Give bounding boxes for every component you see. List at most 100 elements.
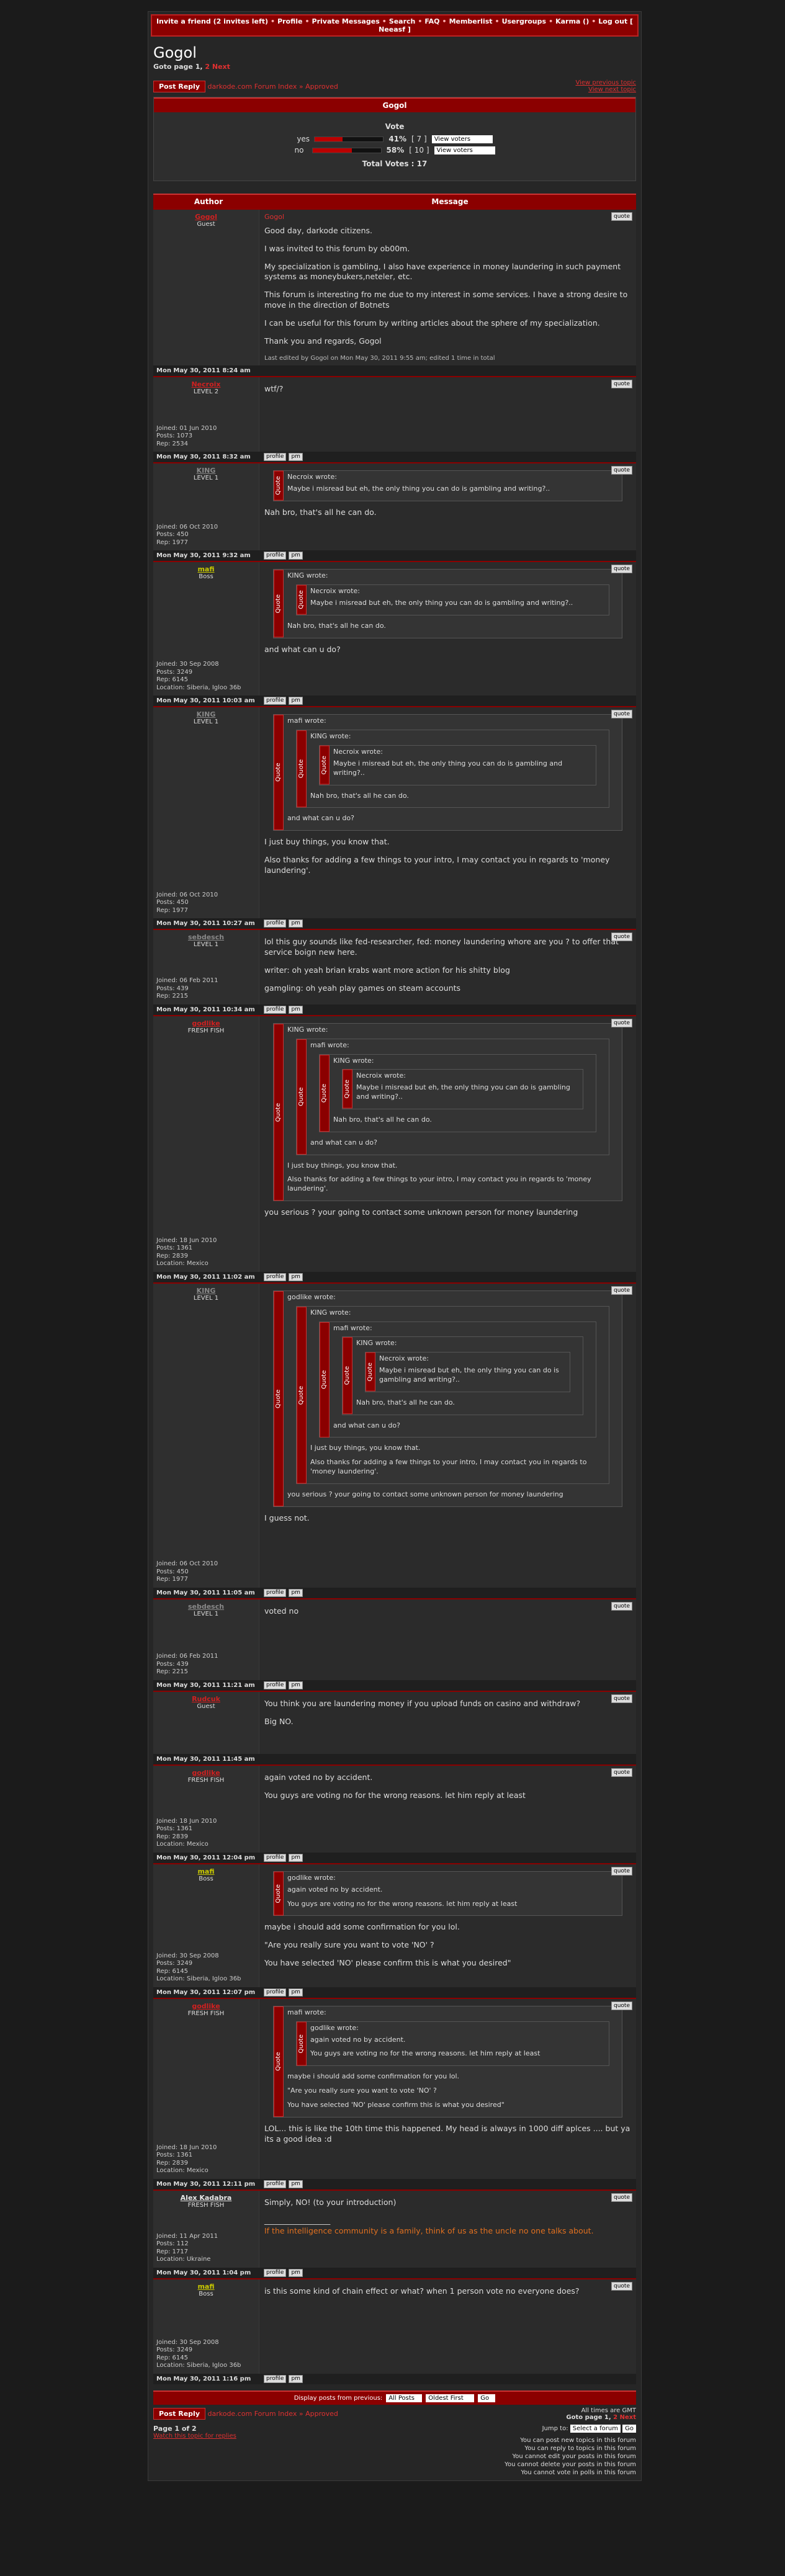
nav-link[interactable]: Karma () <box>555 17 590 25</box>
author-name[interactable]: mafi <box>197 2282 215 2291</box>
pm-button[interactable]: pm <box>289 1681 303 1689</box>
author-name[interactable]: Alex Kadabra <box>180 2193 232 2202</box>
quote-button[interactable]: quote <box>611 1768 632 1777</box>
quote-text: Maybe i misread but eh, the only thing y… <box>287 485 550 493</box>
nav-link[interactable]: Search <box>388 17 416 25</box>
profile-button[interactable]: profile <box>264 1005 287 1014</box>
goto-next[interactable]: Next <box>212 63 230 71</box>
order-select[interactable]: Oldest First <box>426 2394 475 2402</box>
post-text: Thank you and regards, Gogol <box>264 336 382 346</box>
profile-button[interactable]: profile <box>264 1681 287 1689</box>
forum-link[interactable]: Approved <box>305 2410 338 2418</box>
pm-button[interactable]: pm <box>289 1272 303 1281</box>
quote-author: godlike wrote: <box>287 1873 336 1882</box>
pm-button[interactable]: pm <box>289 1853 303 1862</box>
profile-button[interactable]: profile <box>264 1988 287 1997</box>
quote-button[interactable]: quote <box>611 1694 632 1703</box>
profile-button[interactable]: profile <box>264 1272 287 1281</box>
pm-button[interactable]: pm <box>289 2374 303 2383</box>
quote-button[interactable]: quote <box>611 466 632 475</box>
author-name[interactable]: sebdesch <box>187 933 225 942</box>
quote: Quote mafi wrote: Quote KING wrote: Quote Nec… <box>273 714 622 831</box>
post: mafi Boss Joined: 30 Sep 2008 Posts: 3249 Re… <box>153 2278 636 2384</box>
profile-button[interactable]: profile <box>264 453 287 462</box>
quote-button[interactable]: quote <box>611 1286 632 1295</box>
nav-link[interactable]: FAQ <box>424 17 440 25</box>
quote-button[interactable]: quote <box>611 710 632 719</box>
goto-page[interactable]: 2 <box>613 2413 618 2421</box>
author-name[interactable]: KING <box>196 467 216 475</box>
author-detail: Rep: 1977 <box>156 539 188 546</box>
post-reply-button[interactable]: Post Reply <box>153 2408 205 2420</box>
watch-link[interactable]: Watch this topic for replies <box>153 2432 236 2440</box>
forum-link[interactable]: Approved <box>305 82 338 91</box>
author-name[interactable]: Necroix <box>191 380 221 389</box>
go-button[interactable]: Go <box>478 2394 496 2402</box>
pm-button[interactable]: pm <box>289 453 303 462</box>
pm-button[interactable]: pm <box>289 697 303 705</box>
quote-button[interactable]: quote <box>611 565 632 574</box>
pm-button[interactable]: pm <box>289 1005 303 1014</box>
footer-left: Page 1 of 2 Watch this topic for replies <box>153 2425 236 2477</box>
view-voters[interactable]: View voters <box>431 135 493 143</box>
pm-button[interactable]: pm <box>289 1588 303 1597</box>
profile-button[interactable]: profile <box>264 552 287 560</box>
jump-go[interactable]: Go <box>622 2424 636 2433</box>
next-topic-link[interactable]: View next topic <box>588 86 636 93</box>
nav-link[interactable]: Log out [ Neeasf ] <box>379 17 634 34</box>
nav-link[interactable]: Memberlist <box>449 17 493 25</box>
quote-button[interactable]: quote <box>611 1601 632 1611</box>
nav-link[interactable]: Private Messages <box>312 17 380 25</box>
nav-link[interactable]: Usergroups <box>501 17 547 25</box>
quote-button[interactable]: quote <box>611 2281 632 2291</box>
pm-button[interactable]: pm <box>289 919 303 928</box>
author-name[interactable]: godlike <box>192 1019 220 1027</box>
poll-question: Vote <box>385 122 405 131</box>
posts-select[interactable]: All Posts <box>386 2394 423 2402</box>
nav-link[interactable]: Invite a friend (2 invites left) <box>156 17 269 25</box>
quote-button[interactable]: quote <box>611 2001 632 2010</box>
view-voters[interactable]: View voters <box>434 146 495 154</box>
nav-link[interactable]: Profile <box>277 17 303 25</box>
author-name[interactable]: godlike <box>192 1768 220 1777</box>
author-detail: Posts: 112 <box>156 2240 189 2248</box>
profile-button[interactable]: profile <box>264 2268 287 2277</box>
poll-option: yes 41% [ 7 ] View voters <box>154 135 635 143</box>
profile-button[interactable]: profile <box>264 2374 287 2383</box>
quote-button[interactable]: quote <box>611 932 632 942</box>
profile-button[interactable]: profile <box>264 1853 287 1862</box>
pm-button[interactable]: pm <box>289 2180 303 2188</box>
post-date-row: Mon May 30, 2011 10:34 am profile pm <box>153 1004 636 1015</box>
author-name[interactable]: Gogol <box>195 213 217 221</box>
quote-button[interactable]: quote <box>611 2193 632 2202</box>
pm-button[interactable]: pm <box>289 2268 303 2277</box>
goto-next[interactable]: Next <box>619 2413 636 2421</box>
quote-button[interactable]: quote <box>611 1866 632 1876</box>
author-name[interactable]: KING <box>196 710 216 719</box>
author-name[interactable]: Rudcuk <box>192 1694 220 1703</box>
quote: Quote KING wrote: Quote mafi wrote: Quote KIN… <box>273 1022 622 1202</box>
previous-topic-link[interactable]: View previous topic <box>575 79 636 86</box>
author-name[interactable]: KING <box>196 1286 216 1295</box>
quote-button[interactable]: quote <box>611 1018 632 1027</box>
profile-button[interactable]: profile <box>264 2180 287 2188</box>
author-name[interactable]: mafi <box>197 565 215 574</box>
goto-page[interactable]: 2 <box>205 63 210 71</box>
author-rank: FRESH FISH <box>187 1776 225 1784</box>
profile-button[interactable]: profile <box>264 697 287 705</box>
quote-button[interactable]: quote <box>611 380 632 389</box>
author-name[interactable]: sebdesch <box>187 1602 225 1611</box>
profile-button[interactable]: profile <box>264 1588 287 1597</box>
forum-index-link[interactable]: darkode.com Forum Index <box>207 82 297 91</box>
author-name[interactable]: mafi <box>197 1867 215 1876</box>
quote-button[interactable]: quote <box>611 212 632 221</box>
quote-content: KING wrote: Quote mafi wrote: Quote KING wro… <box>307 1307 609 1483</box>
post-reply-button[interactable]: Post Reply <box>153 80 205 92</box>
forum-select[interactable]: Select a forum <box>570 2424 621 2433</box>
pm-button[interactable]: pm <box>289 1988 303 1997</box>
profile-button[interactable]: profile <box>264 919 287 928</box>
post-text: I was invited to this forum by ob00m. <box>264 243 410 253</box>
forum-index-link[interactable]: darkode.com Forum Index <box>207 2410 297 2418</box>
pm-button[interactable]: pm <box>289 552 303 560</box>
author-name[interactable]: godlike <box>192 2001 220 2010</box>
